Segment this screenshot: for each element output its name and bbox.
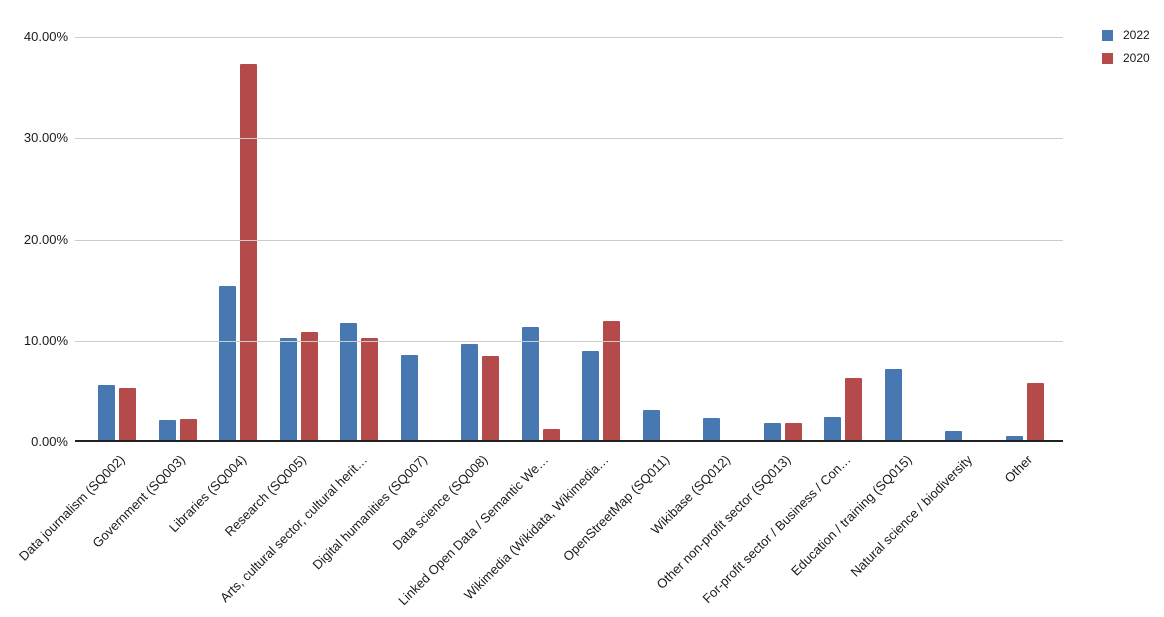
legend-swatch-2020-icon: [1102, 52, 1113, 64]
bar-2020: [542, 428, 560, 440]
bar-group: [632, 37, 693, 440]
bar-2022: [521, 326, 539, 440]
x-axis-label: Other: [1001, 452, 1036, 486]
legend-label-2020: 2020: [1123, 51, 1150, 65]
bar-2022: [703, 417, 721, 440]
bar-group: [148, 37, 209, 440]
y-axis-label: 30.00%: [23, 130, 68, 146]
bar-group: [995, 37, 1056, 440]
legend: 2022 2020: [1102, 28, 1150, 74]
bar-2020: [603, 320, 621, 440]
bar-group: [571, 37, 632, 440]
bar-2020: [119, 388, 137, 440]
bar-group: [208, 37, 269, 440]
bar-group: [329, 37, 390, 440]
bar-2020: [1026, 383, 1044, 440]
bar-group: [87, 37, 148, 440]
bar-2020: [784, 422, 802, 440]
bar-2022: [642, 409, 660, 440]
bar-2022: [340, 322, 358, 440]
bar-2022: [763, 422, 781, 440]
bar-2020: [482, 355, 500, 440]
bar-2022: [461, 343, 479, 440]
bar-2020: [361, 337, 379, 440]
legend-item-2020: 2020: [1102, 51, 1150, 65]
bar-group: [450, 37, 511, 440]
y-axis-label: 20.00%: [23, 231, 68, 247]
bar-2020: [179, 418, 197, 440]
x-axis-label: Natural science / biodiversity: [847, 452, 975, 580]
legend-swatch-2022-icon: [1102, 29, 1113, 41]
bar-2022: [98, 385, 116, 440]
bar-2022: [1005, 435, 1023, 440]
x-axis-label: OpenStreetMap (SQ011): [560, 452, 673, 565]
x-axis-label: Data journalism (SQ002): [16, 452, 128, 564]
bar-group: [390, 37, 451, 440]
bar-2022: [582, 350, 600, 440]
gridline: [75, 37, 1063, 38]
gridline: [75, 138, 1063, 140]
bar-2022: [279, 337, 297, 440]
bar-2022: [400, 354, 418, 440]
plot-area: [75, 37, 1063, 442]
y-axis-label: 0.00%: [31, 434, 68, 449]
x-axis-label: Digital humanities (SQ007): [309, 452, 431, 573]
bar-group: [813, 37, 874, 440]
gridline: [75, 239, 1063, 241]
bar-group: [692, 37, 753, 440]
legend-label-2022: 2022: [1123, 28, 1150, 42]
bar-2020: [240, 64, 258, 440]
bar-2022: [219, 286, 237, 440]
bar-2022: [945, 430, 963, 440]
bar-2022: [884, 369, 902, 440]
bar-group: [874, 37, 935, 440]
bars-row: [75, 37, 1063, 440]
bar-2020: [845, 378, 863, 440]
gridline: [75, 340, 1063, 342]
bar-2022: [158, 419, 176, 440]
bar-2022: [824, 416, 842, 440]
y-axis-label: 10.00%: [23, 332, 68, 348]
bar-group: [269, 37, 330, 440]
bar-2020: [300, 331, 318, 440]
bar-group: [511, 37, 572, 440]
bar-group: [753, 37, 814, 440]
bar-group: [934, 37, 995, 440]
legend-item-2022: 2022: [1102, 28, 1150, 42]
y-axis-label: 40.00%: [23, 29, 68, 44]
x-axis-label: Education / training (SQ015): [787, 452, 915, 579]
